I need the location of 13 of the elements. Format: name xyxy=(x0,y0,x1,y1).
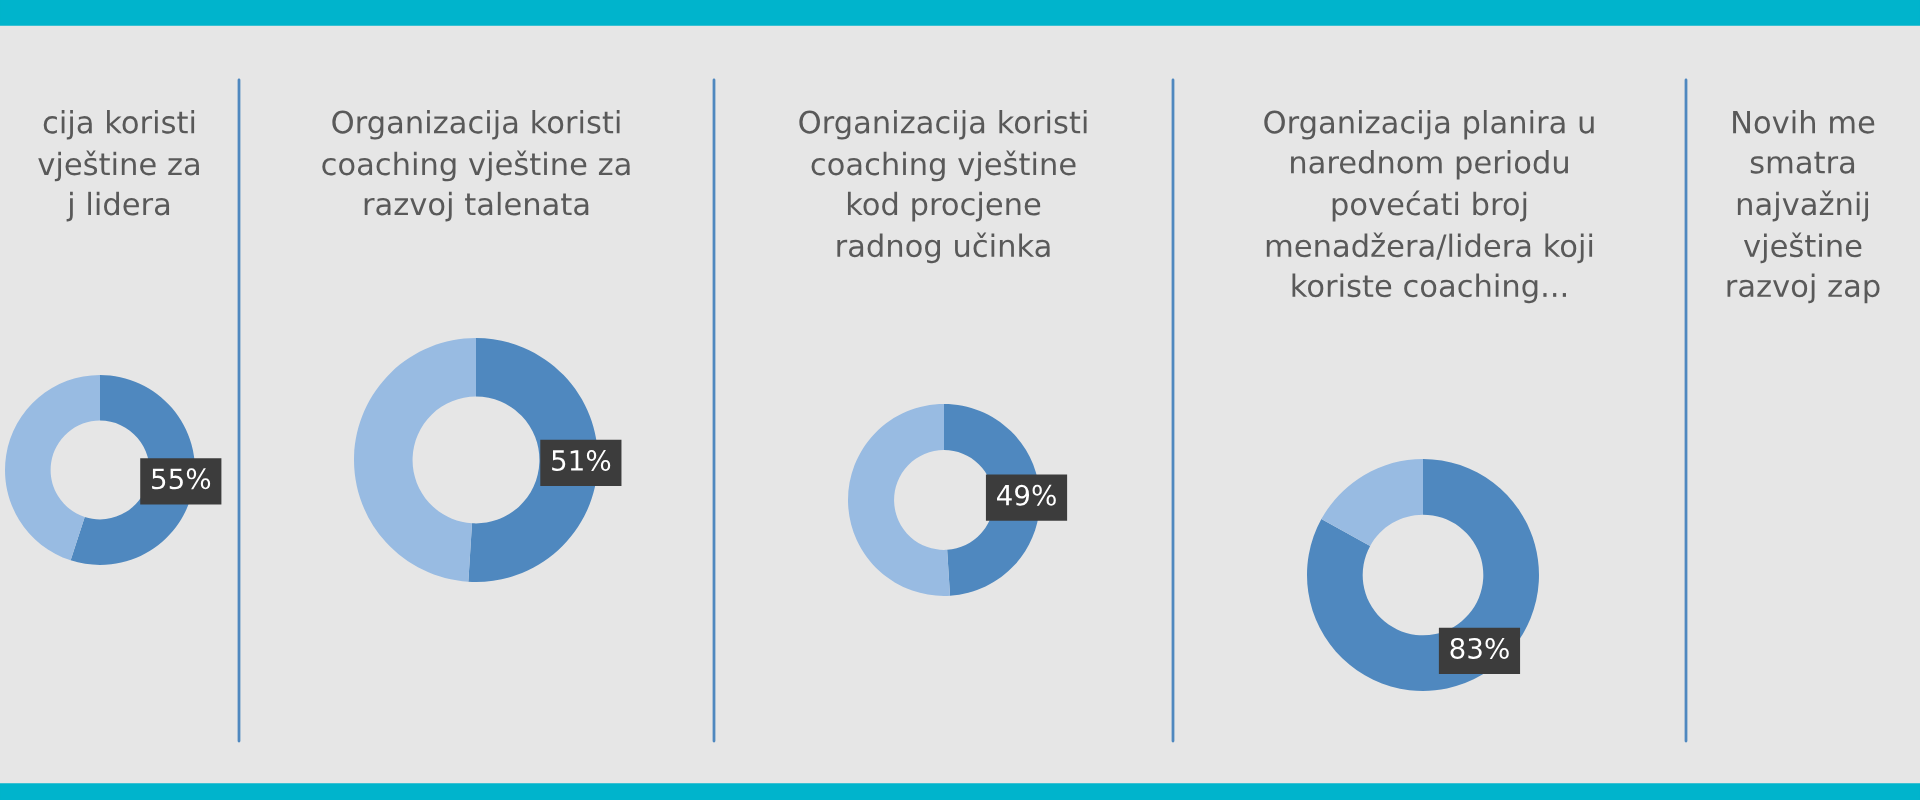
donut-slice xyxy=(848,404,951,596)
data-label: 51% xyxy=(552,449,611,471)
chart-title: cija koristi vještine za j lidera xyxy=(38,110,199,222)
data-label: 83% xyxy=(1450,637,1509,659)
data-label: 55% xyxy=(152,468,211,490)
data-label: 49% xyxy=(997,484,1056,506)
chart-title: Organizacija planira u narednom periodu povećati broj menadžera/lidera koji koriste coaching... xyxy=(1264,110,1594,304)
donut-slice xyxy=(1321,459,1423,546)
donut-slice xyxy=(5,375,100,561)
text: Novih me smatra najvažnij vještine razvoj zap xyxy=(1727,110,1880,304)
chart-title: Organizacija koristi coaching vještine kod procjene radnog učinka xyxy=(799,110,1087,264)
donut-slice xyxy=(354,338,476,582)
chart-title: Organizacija koristi coaching vještine za razvoj talenata xyxy=(322,110,630,222)
